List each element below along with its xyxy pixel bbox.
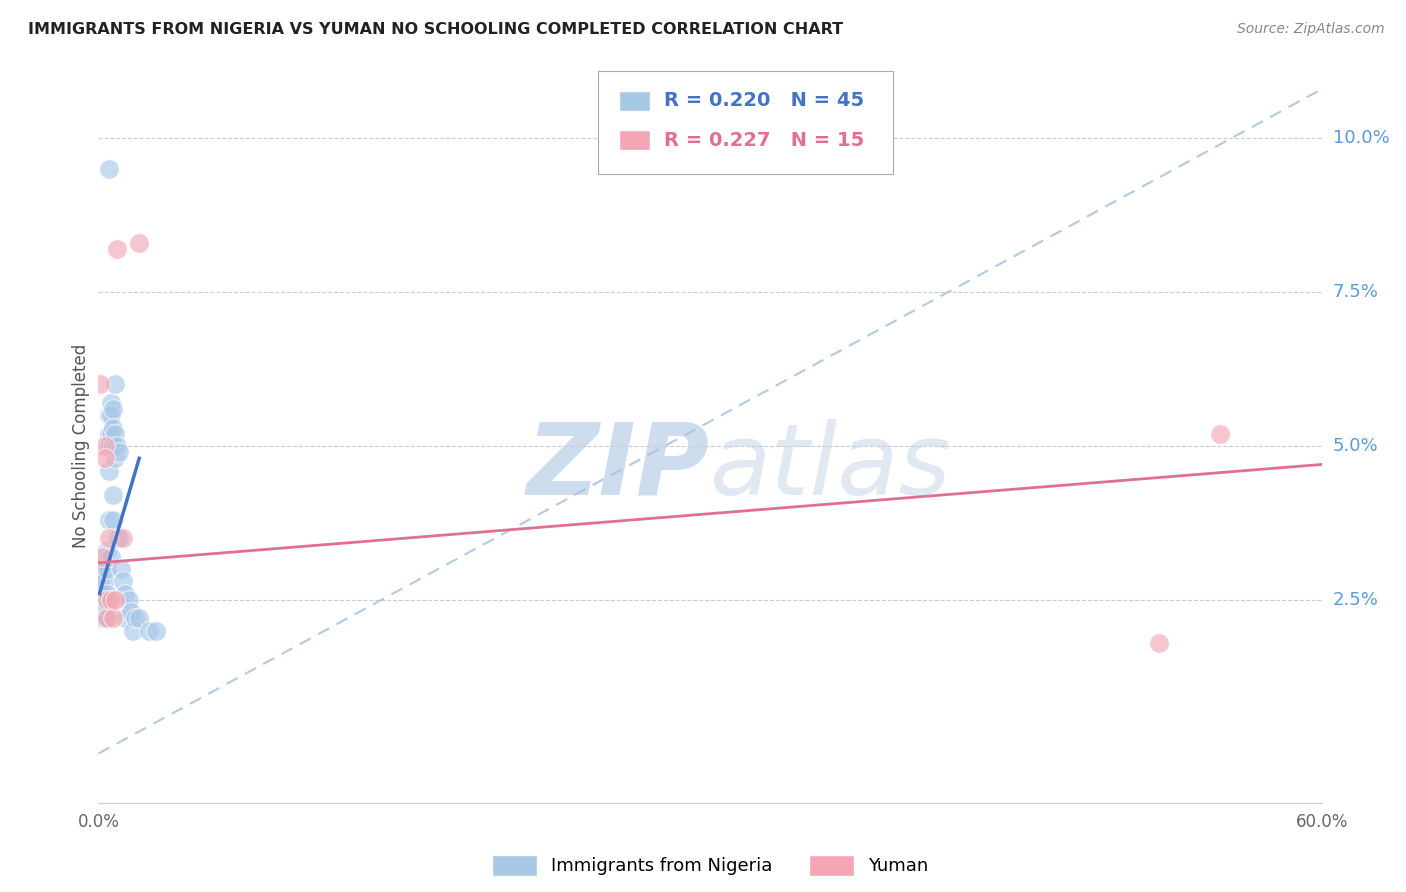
Point	[97, 531, 120, 545]
Point	[101, 420, 124, 434]
Point	[96, 592, 118, 607]
Point	[105, 242, 128, 256]
Point	[108, 531, 131, 545]
Text: IMMIGRANTS FROM NIGERIA VS YUMAN NO SCHOOLING COMPLETED CORRELATION CHART: IMMIGRANTS FROM NIGERIA VS YUMAN NO SCHO…	[28, 22, 844, 37]
Point	[89, 377, 111, 392]
Point	[111, 574, 134, 589]
Point	[96, 562, 118, 576]
Point	[1147, 636, 1170, 650]
Point	[145, 624, 167, 638]
Point	[104, 377, 127, 392]
Legend: Immigrants from Nigeria, Yuman: Immigrants from Nigeria, Yuman	[492, 855, 928, 876]
Text: atlas: atlas	[710, 419, 952, 516]
Point	[96, 543, 118, 558]
Point	[91, 587, 114, 601]
Point	[100, 396, 122, 410]
Point	[114, 611, 136, 625]
Y-axis label: No Schooling Completed: No Schooling Completed	[72, 344, 90, 548]
Point	[91, 549, 114, 564]
Point	[128, 611, 150, 625]
Point	[89, 574, 111, 589]
Point	[122, 624, 145, 638]
Point	[96, 611, 118, 625]
Point	[104, 451, 127, 466]
Point	[89, 611, 111, 625]
Text: Source: ZipAtlas.com: Source: ZipAtlas.com	[1237, 22, 1385, 37]
Text: 10.0%: 10.0%	[1333, 129, 1389, 147]
Point	[93, 556, 115, 570]
Text: ZIP: ZIP	[527, 419, 710, 516]
Point	[105, 531, 128, 545]
Point	[118, 592, 141, 607]
Point	[100, 549, 122, 564]
Text: R = 0.227   N = 15: R = 0.227 N = 15	[664, 130, 863, 150]
Point	[100, 426, 122, 441]
Point	[97, 426, 120, 441]
Point	[97, 464, 120, 478]
Point	[100, 409, 122, 423]
Point	[101, 439, 124, 453]
Point	[105, 439, 128, 453]
Point	[97, 409, 120, 423]
Point	[101, 513, 124, 527]
Point	[114, 587, 136, 601]
Point	[110, 562, 132, 576]
Point	[91, 562, 114, 576]
Point	[93, 451, 115, 466]
Point	[108, 445, 131, 459]
Point	[97, 439, 120, 453]
Point	[96, 599, 118, 613]
Point	[96, 587, 118, 601]
Point	[104, 592, 127, 607]
Point	[124, 611, 146, 625]
Text: 2.5%: 2.5%	[1333, 591, 1379, 609]
Point	[97, 162, 120, 177]
Point	[93, 574, 115, 589]
Point	[101, 488, 124, 502]
Point	[120, 605, 142, 619]
Text: R = 0.220   N = 45: R = 0.220 N = 45	[664, 91, 863, 111]
Point	[128, 235, 150, 250]
Point	[111, 531, 134, 545]
Point	[138, 624, 160, 638]
Point	[100, 592, 122, 607]
Point	[101, 611, 124, 625]
Text: 5.0%: 5.0%	[1333, 437, 1378, 455]
Text: 7.5%: 7.5%	[1333, 283, 1379, 301]
Point	[97, 513, 120, 527]
Point	[93, 592, 115, 607]
Point	[93, 611, 115, 625]
Point	[93, 439, 115, 453]
Point	[101, 402, 124, 417]
Point	[1209, 426, 1232, 441]
Point	[104, 426, 127, 441]
